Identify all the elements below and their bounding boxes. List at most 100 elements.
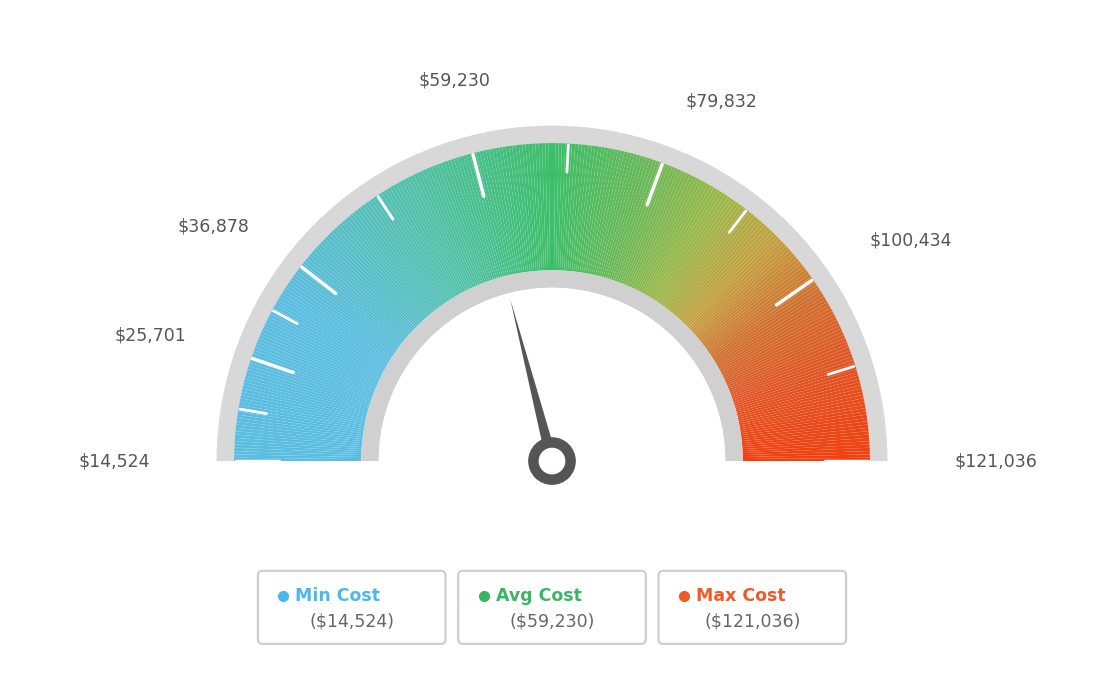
Wedge shape — [237, 411, 363, 433]
Wedge shape — [447, 159, 491, 281]
Wedge shape — [739, 392, 863, 422]
Wedge shape — [576, 146, 595, 272]
Text: Min Cost: Min Cost — [296, 587, 381, 605]
Wedge shape — [241, 392, 365, 422]
Wedge shape — [307, 256, 406, 339]
Wedge shape — [686, 234, 777, 326]
Text: Max Cost: Max Cost — [696, 587, 786, 605]
Wedge shape — [567, 144, 582, 271]
Wedge shape — [257, 338, 376, 389]
Wedge shape — [473, 152, 507, 276]
Wedge shape — [735, 375, 859, 412]
Wedge shape — [299, 266, 401, 346]
Wedge shape — [509, 146, 528, 272]
Bar — [43, 461, 1061, 690]
Wedge shape — [234, 455, 361, 459]
Wedge shape — [699, 258, 799, 341]
Wedge shape — [407, 176, 467, 291]
Wedge shape — [732, 353, 852, 398]
Wedge shape — [659, 198, 733, 304]
Wedge shape — [423, 169, 476, 287]
Wedge shape — [519, 144, 534, 271]
Wedge shape — [681, 227, 769, 322]
Wedge shape — [718, 302, 829, 367]
Wedge shape — [242, 388, 367, 420]
Wedge shape — [676, 218, 760, 317]
Wedge shape — [714, 293, 824, 362]
Wedge shape — [216, 126, 888, 461]
Wedge shape — [742, 437, 869, 449]
Wedge shape — [672, 214, 755, 314]
Wedge shape — [253, 351, 373, 397]
Wedge shape — [274, 305, 385, 369]
Wedge shape — [492, 148, 518, 274]
Wedge shape — [416, 172, 473, 288]
Wedge shape — [542, 143, 548, 270]
Wedge shape — [297, 269, 400, 347]
Wedge shape — [728, 338, 847, 389]
Wedge shape — [602, 154, 637, 277]
Wedge shape — [420, 170, 475, 288]
Wedge shape — [262, 328, 379, 384]
Wedge shape — [234, 448, 361, 455]
Wedge shape — [731, 351, 851, 397]
Wedge shape — [587, 149, 615, 274]
Wedge shape — [278, 296, 389, 364]
Wedge shape — [526, 144, 538, 271]
Wedge shape — [580, 146, 602, 273]
Wedge shape — [479, 150, 510, 275]
Wedge shape — [735, 373, 858, 410]
Wedge shape — [723, 319, 838, 378]
Wedge shape — [684, 232, 775, 325]
Wedge shape — [256, 341, 375, 391]
Wedge shape — [712, 288, 820, 359]
Text: $121,036: $121,036 — [954, 452, 1037, 470]
Wedge shape — [704, 269, 807, 347]
Wedge shape — [234, 441, 362, 451]
Wedge shape — [234, 457, 361, 461]
Wedge shape — [244, 379, 368, 413]
Wedge shape — [582, 147, 605, 273]
Wedge shape — [435, 164, 484, 284]
Wedge shape — [332, 229, 422, 324]
Wedge shape — [282, 290, 391, 361]
Wedge shape — [733, 363, 856, 404]
Wedge shape — [247, 366, 370, 406]
Wedge shape — [339, 223, 426, 319]
Wedge shape — [411, 175, 469, 290]
Wedge shape — [311, 250, 408, 337]
Wedge shape — [496, 148, 520, 273]
Wedge shape — [245, 375, 369, 412]
Wedge shape — [238, 405, 364, 429]
Wedge shape — [285, 285, 393, 357]
Wedge shape — [516, 145, 532, 272]
Wedge shape — [629, 170, 684, 288]
Wedge shape — [280, 293, 390, 362]
Wedge shape — [243, 382, 368, 415]
Wedge shape — [618, 163, 666, 283]
Text: ($14,524): ($14,524) — [309, 612, 394, 631]
Wedge shape — [529, 144, 540, 270]
Wedge shape — [741, 411, 867, 433]
Wedge shape — [721, 314, 836, 375]
Wedge shape — [701, 264, 804, 344]
Wedge shape — [716, 299, 827, 366]
Wedge shape — [615, 161, 660, 282]
Wedge shape — [743, 457, 870, 461]
Wedge shape — [251, 357, 372, 400]
Wedge shape — [235, 437, 362, 449]
Wedge shape — [677, 220, 762, 318]
Wedge shape — [688, 239, 782, 329]
Wedge shape — [710, 282, 817, 355]
Wedge shape — [592, 150, 622, 275]
Wedge shape — [649, 188, 716, 298]
Wedge shape — [512, 145, 530, 272]
Wedge shape — [289, 279, 395, 354]
Wedge shape — [266, 319, 381, 378]
Wedge shape — [329, 232, 420, 325]
Wedge shape — [361, 270, 743, 461]
Wedge shape — [327, 234, 418, 326]
Wedge shape — [634, 173, 690, 289]
Wedge shape — [444, 161, 489, 282]
Wedge shape — [658, 196, 731, 304]
